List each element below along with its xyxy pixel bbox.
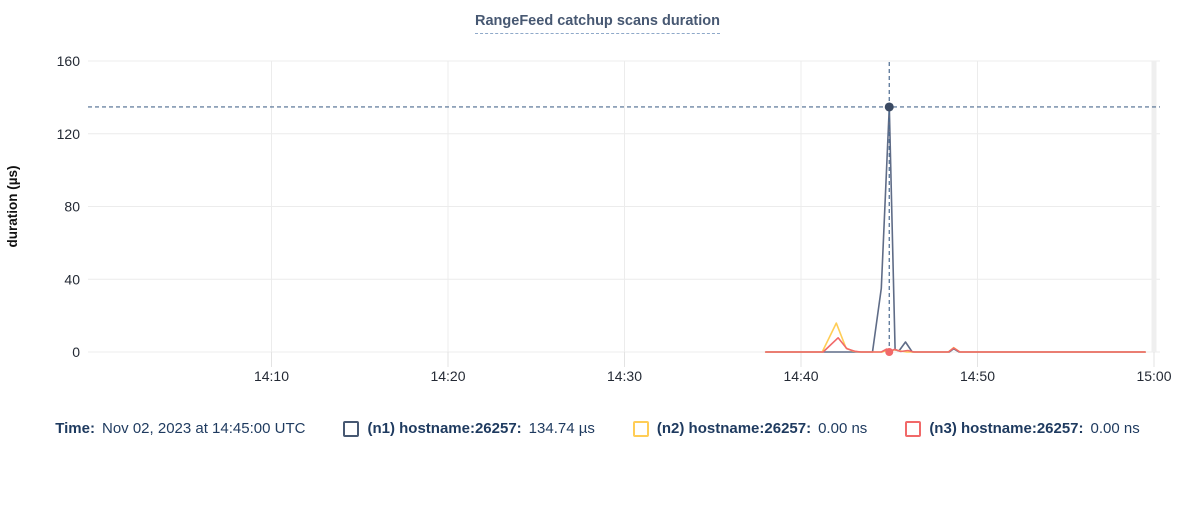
y-tick-label: 80 <box>64 199 80 215</box>
line-chart-plot-area[interactable]: 0 40 80 120 160 14:10 14:20 14:30 14:40 14:50 15:0… <box>0 0 1195 412</box>
x-tick-label: 15:00 <box>1136 368 1171 384</box>
legend-value-n1: 134.74 µs <box>528 420 595 437</box>
series-line-n3 <box>764 336 1146 353</box>
legend-item-n2: (n2) hostname:26257: 0.00 ns <box>632 420 868 437</box>
x-tick-label: 14:30 <box>607 368 642 384</box>
series-line-n1 <box>764 106 1146 353</box>
chart-title[interactable]: RangeFeed catchup scans duration <box>475 13 720 34</box>
series-swatch-n3 <box>905 420 922 437</box>
tooltip-time: Time: Nov 02, 2023 at 14:45:00 UTC <box>55 420 305 437</box>
legend-label-n3: (n3) hostname:26257: <box>929 420 1084 437</box>
x-tick-label: 14:10 <box>254 368 289 384</box>
legend-label-n2: (n2) hostname:26257: <box>656 420 812 437</box>
legend-label-n1: (n1) hostname:26257: <box>367 420 522 437</box>
y-axis-title: duration (µs) <box>5 165 20 247</box>
x-tick-label: 14:40 <box>783 368 818 384</box>
chart-header: RangeFeed catchup scans duration <box>0 12 1195 34</box>
y-tick-label: 120 <box>57 126 81 142</box>
hover-dot-n1 <box>884 102 894 112</box>
hover-dot-zero <box>885 348 894 356</box>
x-tick-label: 14:20 <box>430 368 465 384</box>
tooltip-time-label: Time: <box>55 420 95 437</box>
series-swatch-n2 <box>632 420 649 437</box>
y-tick-label: 0 <box>72 344 80 360</box>
series-swatch-n1 <box>343 420 360 437</box>
x-tick-label: 14:50 <box>960 368 995 384</box>
legend-value-n2: 0.00 ns <box>818 420 868 437</box>
series-line-n2 <box>764 322 1146 353</box>
legend-item-n1: (n1) hostname:26257: 134.74 µs <box>343 420 595 437</box>
y-tick-label: 160 <box>57 53 81 69</box>
y-tick-label: 40 <box>64 271 80 287</box>
legend-item-n3: (n3) hostname:26257: 0.00 ns <box>905 420 1140 437</box>
hover-tooltip-legend: Time: Nov 02, 2023 at 14:45:00 UTC (n1) … <box>53 420 1143 437</box>
legend-value-n3: 0.00 ns <box>1090 420 1140 437</box>
tooltip-time-value: Nov 02, 2023 at 14:45:00 UTC <box>101 420 306 437</box>
